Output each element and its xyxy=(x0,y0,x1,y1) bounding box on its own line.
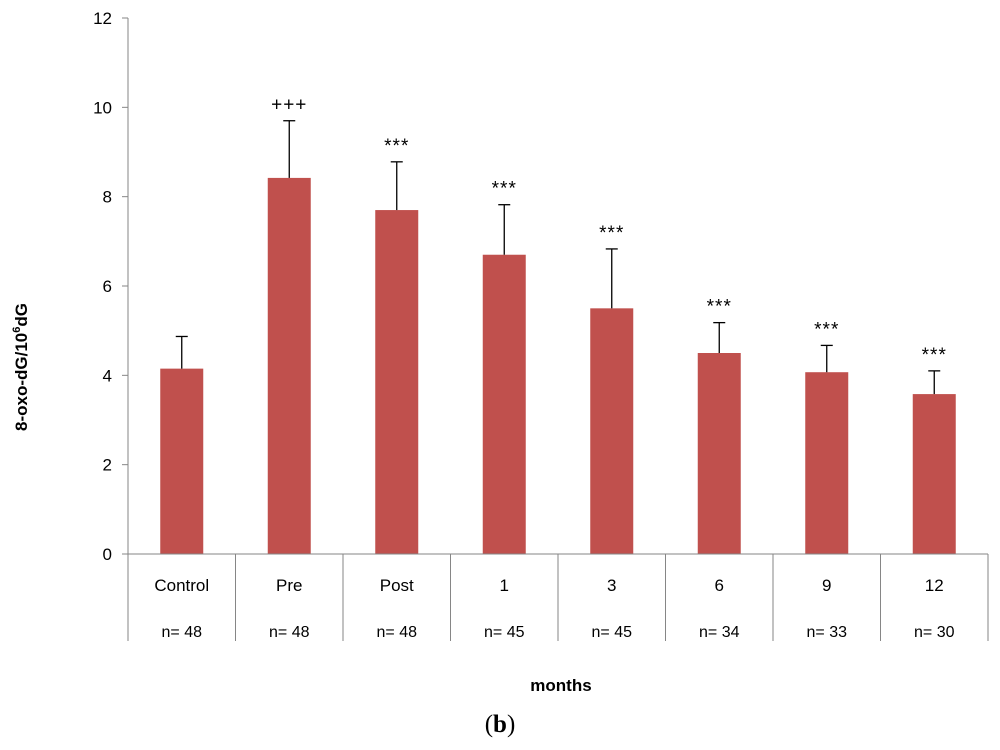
x-axis-title: months xyxy=(530,676,591,695)
y-axis-title-main: 8-oxo-dG/10 xyxy=(12,333,31,431)
significance-label: *** xyxy=(814,319,839,340)
sample-size-label: n= 45 xyxy=(484,624,525,641)
y-tick-label: 10 xyxy=(93,98,112,117)
category-label: Pre xyxy=(276,576,302,595)
y-axis: 0 2 4 6 8 10 12 xyxy=(93,9,129,641)
panel-label-close: ) xyxy=(507,711,515,738)
sample-size-label: n= 45 xyxy=(592,624,633,641)
sample-size-label: n= 33 xyxy=(807,624,848,641)
panel-label-letter: b xyxy=(493,711,507,738)
y-axis-title-superscript: 6 xyxy=(11,327,23,333)
y-tick-label: 2 xyxy=(103,456,112,475)
category-label: 1 xyxy=(500,576,509,595)
y-axis-title: 8-oxo-dG/106dG xyxy=(11,303,31,431)
y-tick-label: 12 xyxy=(93,9,112,28)
sample-size-label: n= 48 xyxy=(269,624,310,641)
category-label: 9 xyxy=(822,576,831,595)
y-tick-label: 0 xyxy=(103,545,112,564)
sample-size-label: n= 48 xyxy=(377,624,418,641)
category-table: Control n= 48 Pre n= 48 Post n= 48 1 n= 45 3 n= 4… xyxy=(128,553,989,641)
significance-label: *** xyxy=(599,223,624,244)
significance-label: *** xyxy=(492,179,517,200)
bar xyxy=(697,353,741,554)
category-label: 6 xyxy=(715,576,724,595)
bar xyxy=(590,308,634,554)
sample-size-label: n= 48 xyxy=(162,624,203,641)
sample-size-label: n= 34 xyxy=(699,624,740,641)
y-axis-title-tail: dG xyxy=(12,303,31,327)
bar xyxy=(160,368,204,554)
bars: +++ *** *** *** *** *** *** xyxy=(160,95,956,555)
significance-label: *** xyxy=(707,297,732,318)
bar xyxy=(267,177,311,554)
panel-label-open: ( xyxy=(485,711,493,738)
y-tick-label: 8 xyxy=(103,188,112,207)
bar xyxy=(482,254,526,554)
bar xyxy=(912,394,956,554)
y-tick-label: 6 xyxy=(103,277,112,296)
significance-label: +++ xyxy=(271,95,307,116)
category-label: 12 xyxy=(925,576,944,595)
sample-size-label: n= 30 xyxy=(914,624,955,641)
panel-label: (b) xyxy=(485,711,516,738)
category-label: 3 xyxy=(607,576,616,595)
category-label: Post xyxy=(380,576,414,595)
significance-label: *** xyxy=(922,345,947,366)
y-tick-label: 4 xyxy=(103,366,112,385)
bar xyxy=(375,210,419,555)
bar xyxy=(805,372,849,554)
category-label: Control xyxy=(154,576,209,595)
significance-label: *** xyxy=(384,136,409,157)
